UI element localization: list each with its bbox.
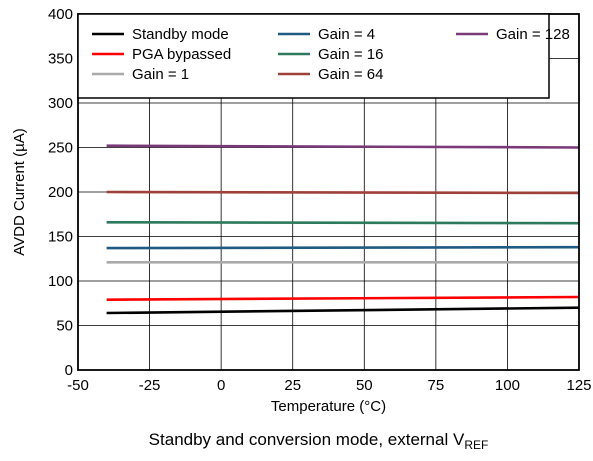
x-axis-label: Temperature (°C) bbox=[271, 398, 386, 415]
legend: Standby mode PGA bypassed Gain = 1 Gain = 4… bbox=[77, 13, 570, 99]
legend-label-4: Gain = 16 bbox=[318, 46, 383, 63]
x-tick-label: 25 bbox=[284, 377, 301, 394]
x-tick-label: 0 bbox=[217, 377, 225, 394]
legend-label-1: PGA bypassed bbox=[132, 46, 231, 63]
series-line-6 bbox=[106, 144, 580, 149]
chart-title-subscript: REF bbox=[464, 438, 488, 452]
y-tick-label: 50 bbox=[56, 318, 73, 335]
y-tick-label: 400 bbox=[48, 6, 73, 23]
legend-label-6: Gain = 128 bbox=[496, 26, 570, 43]
y-tick-label: 350 bbox=[48, 51, 73, 68]
y-tick-label: 150 bbox=[48, 229, 73, 246]
y-tick-label: 100 bbox=[48, 273, 73, 290]
series-line-0 bbox=[106, 306, 580, 315]
x-tick-label: -50 bbox=[67, 377, 89, 394]
y-tick-label: 250 bbox=[48, 140, 73, 157]
series-line-3 bbox=[106, 245, 580, 250]
chart-title: Standby and conversion mode, external VR… bbox=[149, 430, 489, 452]
series-line-4 bbox=[106, 221, 580, 225]
legend-label-5: Gain = 64 bbox=[318, 66, 383, 83]
x-tick-label: 125 bbox=[566, 377, 591, 394]
x-tick-label: 75 bbox=[428, 377, 445, 394]
legend-label-0: Standby mode bbox=[132, 26, 229, 43]
y-tick-label: 300 bbox=[48, 95, 73, 112]
y-tick-label: 0 bbox=[65, 362, 73, 379]
series-lines bbox=[106, 144, 580, 315]
chart-title-main: Standby and conversion mode, external V bbox=[149, 430, 465, 449]
x-tick-label: 100 bbox=[495, 377, 520, 394]
series-line-1 bbox=[106, 295, 580, 301]
y-tick-label: 200 bbox=[48, 184, 73, 201]
legend-label-2: Gain = 1 bbox=[132, 66, 189, 83]
x-tick-label: 50 bbox=[356, 377, 373, 394]
y-axis-label: AVDD Current (µA) bbox=[11, 128, 28, 256]
x-tick-label: -25 bbox=[139, 377, 161, 394]
legend-box bbox=[77, 13, 550, 99]
series-line-5 bbox=[106, 190, 580, 195]
legend-label-3: Gain = 4 bbox=[318, 26, 375, 43]
